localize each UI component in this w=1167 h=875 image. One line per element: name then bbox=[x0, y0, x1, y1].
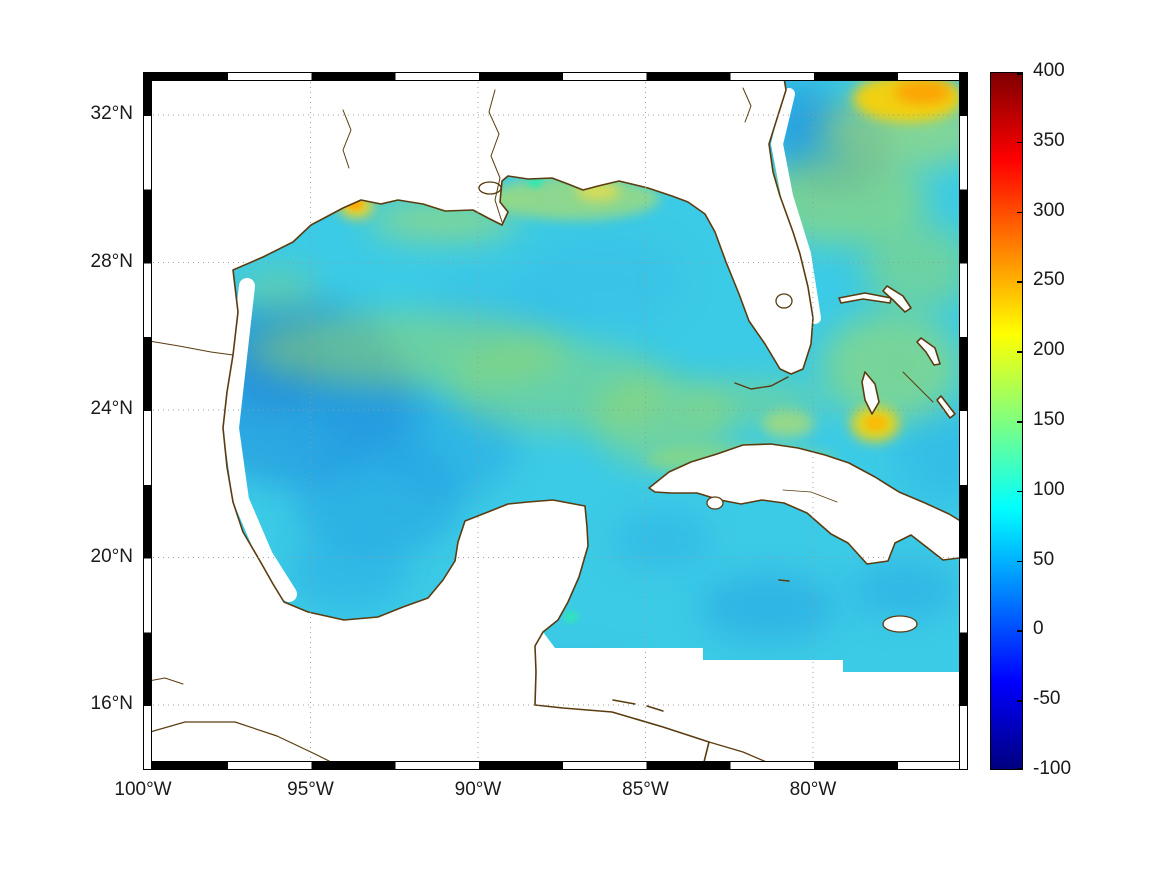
colorbar-tick-mark bbox=[1017, 73, 1023, 75]
colorbar-tick-label: 200 bbox=[1033, 339, 1065, 361]
longitude-tick-label: 90°W bbox=[454, 779, 502, 800]
colorbar-tick-mark bbox=[1017, 490, 1023, 493]
heat-blob bbox=[865, 415, 887, 431]
grand-bahama-landmass bbox=[838, 292, 892, 304]
cuba-north-cays-coastline bbox=[782, 489, 838, 503]
latitude-tick-label: 28°N bbox=[90, 250, 133, 272]
colorbar-tick-label: 400 bbox=[1033, 60, 1065, 81]
colorbar-tick-mark bbox=[1017, 560, 1023, 563]
mainland-north-america-mexico-landmass bbox=[143, 72, 814, 770]
colorbar-tick-mark bbox=[1017, 700, 1023, 702]
heat-blob bbox=[698, 572, 838, 642]
georgia-river-coastline bbox=[742, 87, 752, 123]
texas-rivers-coastline bbox=[342, 109, 352, 169]
heat-blob bbox=[895, 80, 951, 104]
heat-blob bbox=[238, 268, 318, 312]
heat-blob bbox=[564, 611, 578, 623]
plot-frame-top bbox=[143, 72, 968, 81]
colorbar-tick-mark bbox=[1017, 630, 1023, 632]
colorbar-tick-label: 100 bbox=[1033, 478, 1065, 500]
lake-pontchartrain bbox=[478, 181, 502, 195]
colorbar-tick-label: 350 bbox=[1033, 129, 1065, 151]
plot-frame-right bbox=[959, 72, 968, 770]
long-island-bahamas-landmass bbox=[936, 395, 956, 419]
colorbar-tick-mark bbox=[1017, 211, 1023, 214]
lake-okeechobee bbox=[775, 293, 793, 309]
longitude-tick-label: 80°W bbox=[789, 779, 837, 800]
plot-frame-left bbox=[143, 72, 152, 770]
colorbar-tick-label: 50 bbox=[1033, 548, 1055, 570]
isla-de-la-juventud bbox=[706, 496, 724, 510]
heat-blob bbox=[523, 232, 683, 332]
colorbar-tick-label: 300 bbox=[1033, 199, 1065, 221]
plot-frame-bottom bbox=[143, 761, 968, 770]
andros-landmass bbox=[861, 371, 880, 415]
map-plot-area bbox=[143, 72, 968, 770]
longitude-tick-label: 95°W bbox=[287, 779, 334, 800]
no-data-margin bbox=[771, 88, 821, 324]
longitude-tick-label: 85°W bbox=[622, 779, 669, 800]
colorbar-tick-label: -100 bbox=[1033, 758, 1072, 779]
colorbar-tick-mark bbox=[1017, 281, 1023, 283]
latitude-tick-label: 24°N bbox=[90, 398, 133, 419]
colorbar-tick-mark bbox=[1017, 421, 1023, 423]
heat-blob bbox=[613, 510, 713, 570]
heat-blob bbox=[762, 410, 814, 438]
cuba-landmass bbox=[648, 443, 968, 565]
gulf-of-mexico-heatmap bbox=[143, 72, 968, 770]
mexico-river-2-coastline bbox=[143, 721, 348, 770]
colorbar-tick-mark bbox=[1017, 768, 1023, 770]
colorbar-tick-mark bbox=[1017, 351, 1023, 353]
heat-blob bbox=[896, 412, 968, 502]
exuma-cays-coastline bbox=[902, 371, 934, 403]
no-data-margin bbox=[223, 278, 297, 602]
cayman-islands-coastline bbox=[778, 579, 790, 582]
bay-islands-2-coastline bbox=[646, 705, 664, 712]
jamaica bbox=[882, 615, 918, 633]
abaco-landmass bbox=[882, 285, 912, 313]
heat-blob bbox=[850, 560, 960, 620]
latitude-tick-label: 32°N bbox=[90, 103, 133, 124]
colorbar-tick-label: 150 bbox=[1033, 409, 1065, 430]
heat-blob bbox=[288, 532, 408, 612]
latitude-tick-label: 20°N bbox=[90, 545, 133, 567]
mississippi-river-coastline bbox=[488, 89, 503, 223]
colorbar-tick-label: 0 bbox=[1033, 618, 1044, 640]
bay-islands-1-coastline bbox=[612, 699, 636, 705]
colorbar-tick-mark bbox=[1017, 141, 1023, 144]
longitude-tick-label: 100°W bbox=[114, 779, 172, 800]
eleuthera-landmass bbox=[916, 337, 941, 366]
florida-keys-coastline bbox=[734, 376, 789, 390]
latitude-tick-label: 16°N bbox=[90, 693, 133, 714]
rio-grande-coastline bbox=[143, 339, 234, 356]
colorbar-tick-label: -50 bbox=[1033, 688, 1061, 710]
colorbar-tick-label: 250 bbox=[1033, 269, 1065, 291]
